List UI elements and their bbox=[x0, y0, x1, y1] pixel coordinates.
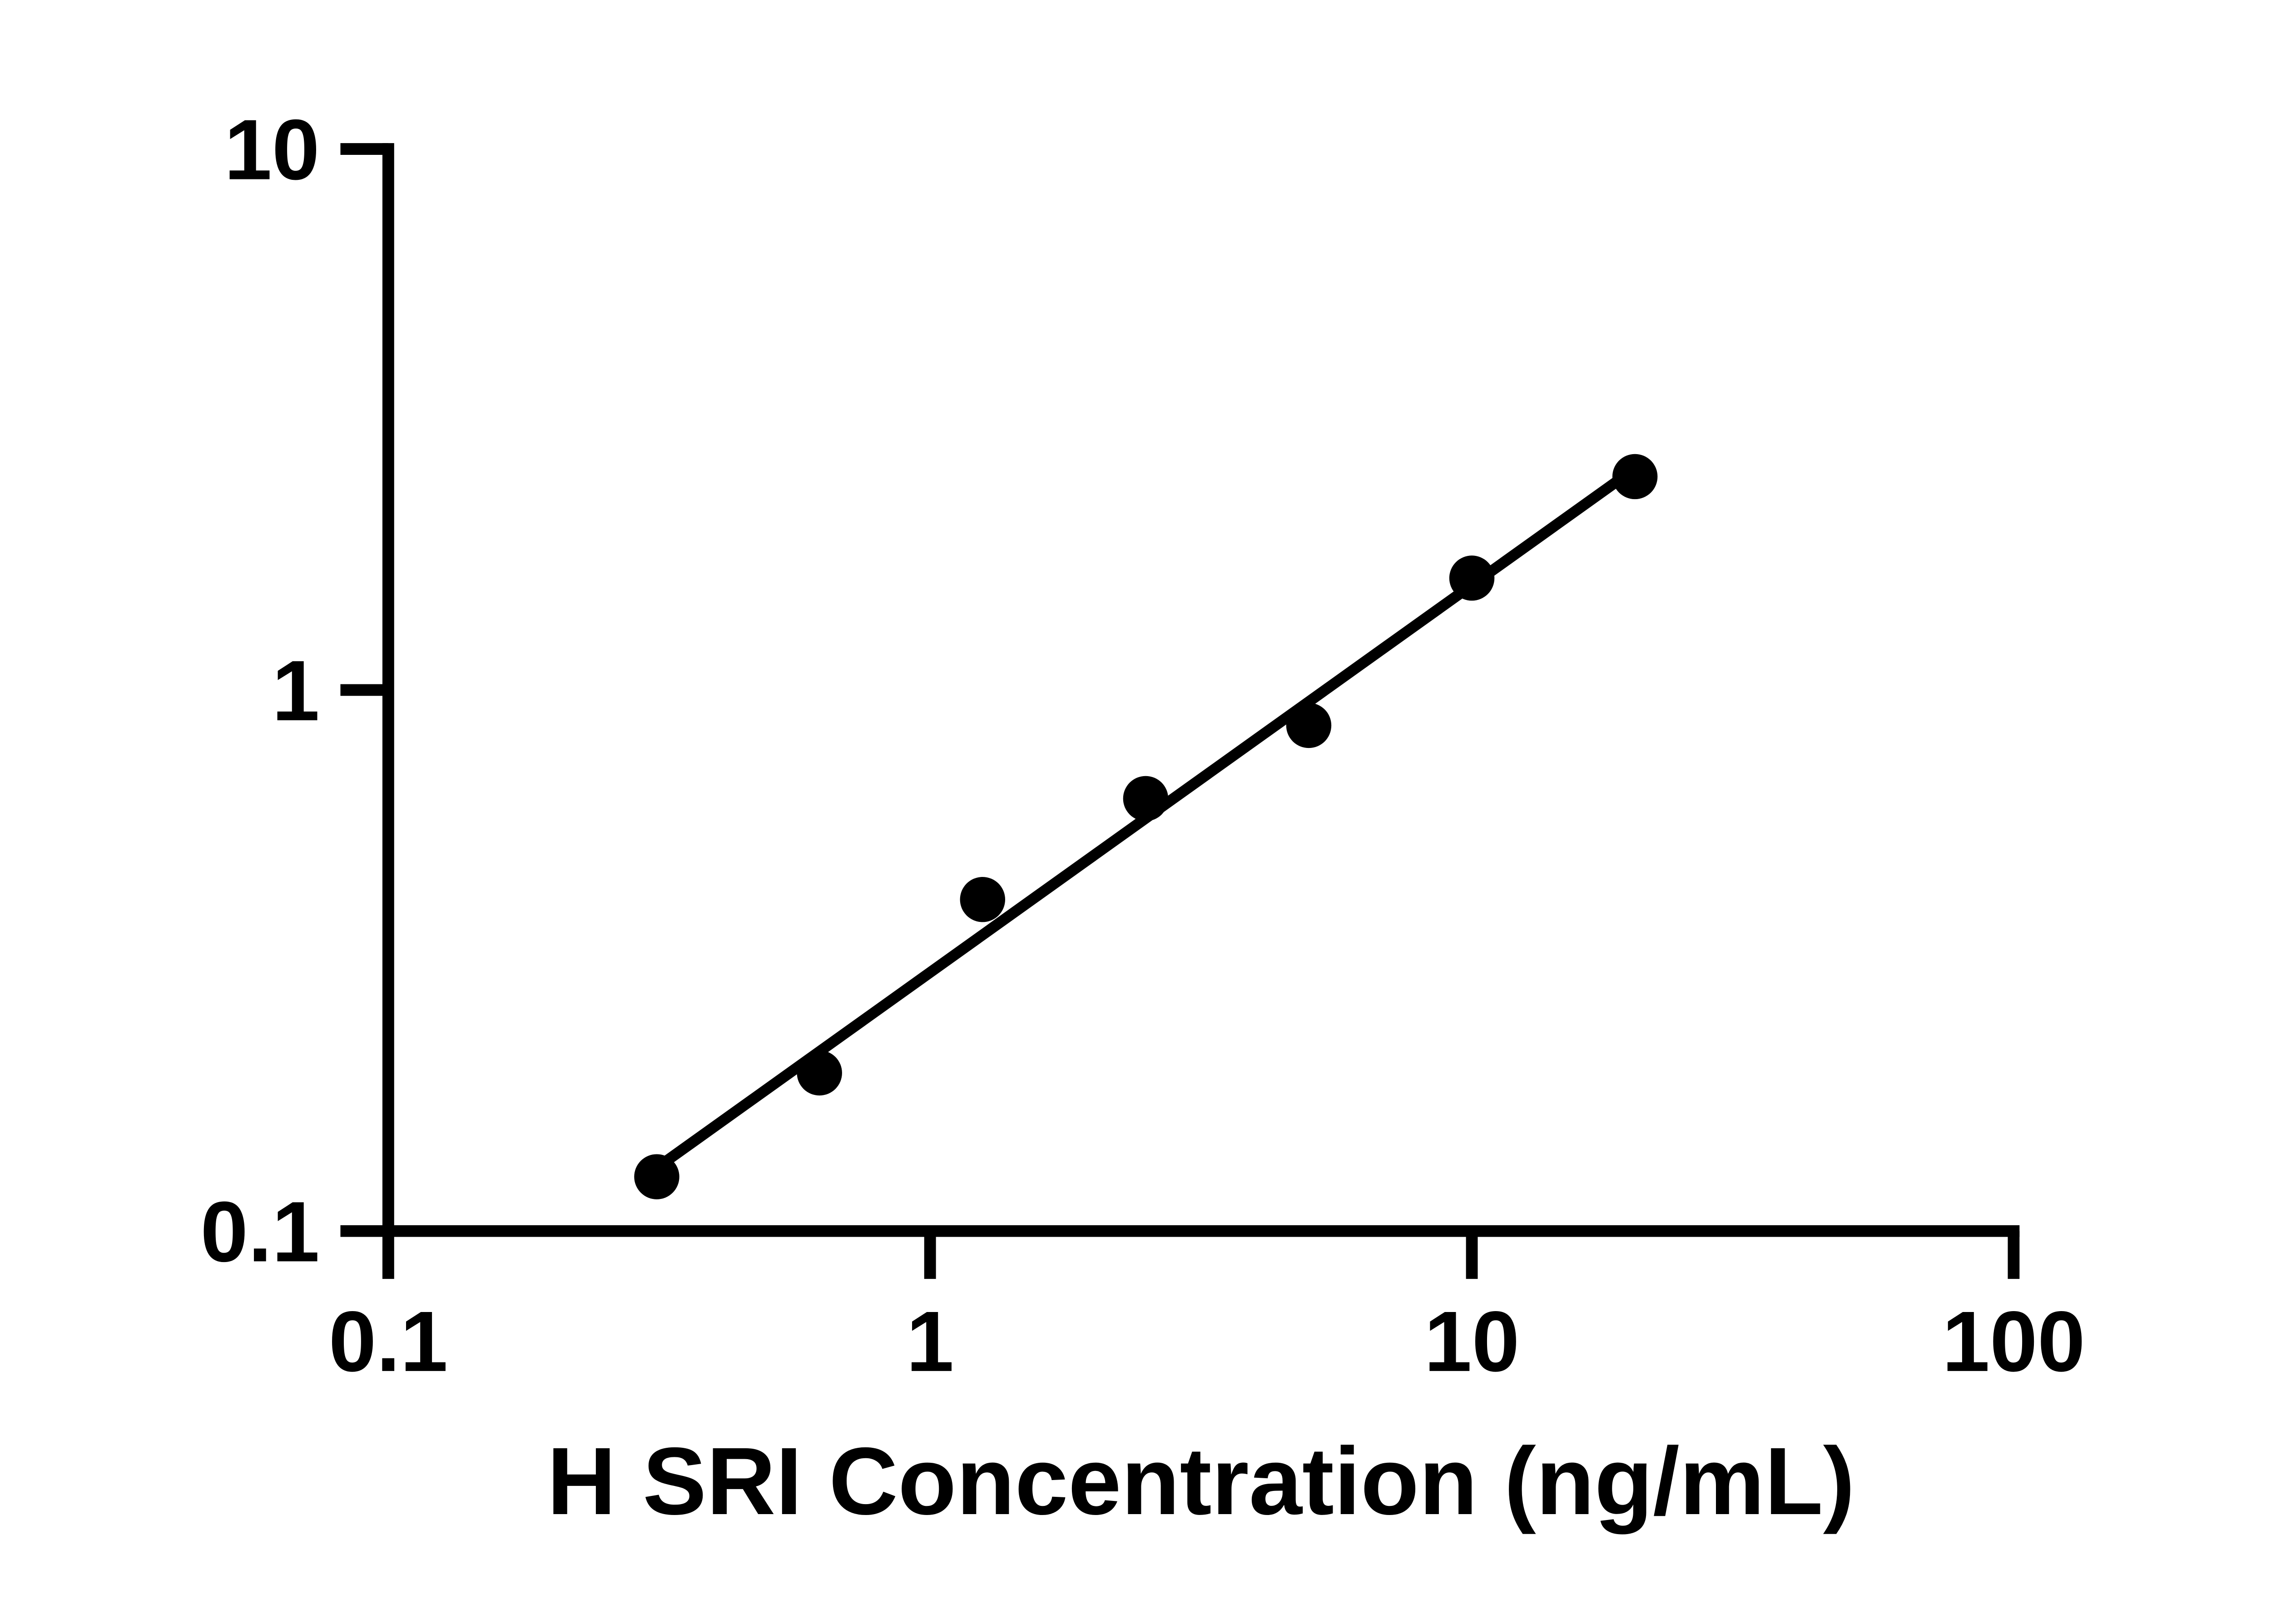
x-tick-label-1: 1 bbox=[906, 1294, 954, 1390]
x-axis-title: H SRI Concentration (ng/mL) bbox=[547, 1427, 1855, 1535]
data-point-2 bbox=[797, 1050, 842, 1096]
x-tick-label-100: 100 bbox=[1942, 1294, 2085, 1390]
x-tick-labels: 0.1 1 10 100 bbox=[329, 1294, 2085, 1390]
x-axis-ticks bbox=[382, 1231, 2020, 1279]
data-point-5 bbox=[1286, 703, 1332, 748]
y-tick-label-0.1: 0.1 bbox=[200, 1184, 320, 1280]
x-tick-label-0.1: 0.1 bbox=[329, 1294, 448, 1390]
data-point-6 bbox=[1449, 555, 1495, 601]
data-point-7 bbox=[1612, 454, 1658, 500]
data-point-1 bbox=[634, 1154, 679, 1199]
data-point-4 bbox=[1123, 776, 1169, 822]
y-axis-ticks bbox=[340, 143, 388, 1237]
data-point-3 bbox=[960, 876, 1006, 922]
y-tick-labels: 0.1 1 10 bbox=[200, 102, 320, 1280]
y-tick-label-1: 1 bbox=[272, 643, 320, 739]
x-tick-label-10: 10 bbox=[1424, 1294, 1520, 1390]
axes bbox=[382, 143, 2020, 1237]
y-tick-label-10: 10 bbox=[224, 102, 320, 198]
data-points bbox=[634, 454, 1658, 1199]
